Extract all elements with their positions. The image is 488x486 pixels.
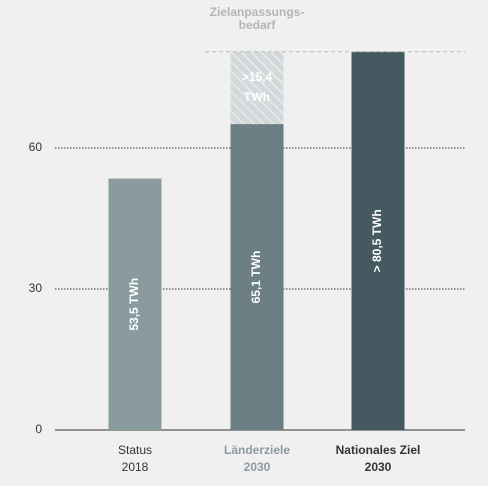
y-tick-label: 0 [35, 422, 42, 436]
annotation: Zielanpassungs- [210, 5, 305, 19]
bar [108, 178, 162, 430]
bar-value-label: 65,1 TWh [249, 251, 263, 304]
segment-value-label: TWh [244, 90, 270, 104]
bar [230, 124, 284, 430]
x-tick-label: 2030 [244, 460, 271, 474]
bar-value-label: > 80,5 TWh [370, 209, 384, 272]
bar-value-label: 53,5 TWh [127, 278, 141, 331]
x-tick-label: Status [118, 443, 152, 457]
x-tick-label: Nationales Ziel [336, 443, 421, 457]
x-tick-label: 2030 [365, 460, 392, 474]
annotation: bedarf [239, 18, 277, 32]
y-tick-label: 30 [29, 281, 43, 295]
y-tick-label: 60 [29, 140, 43, 154]
bar [351, 51, 405, 430]
x-tick-label: Länderziele [224, 443, 290, 457]
segment-value-label: >15,4 [242, 70, 273, 84]
bar-segment [230, 51, 284, 125]
x-tick-label: 2018 [122, 460, 149, 474]
